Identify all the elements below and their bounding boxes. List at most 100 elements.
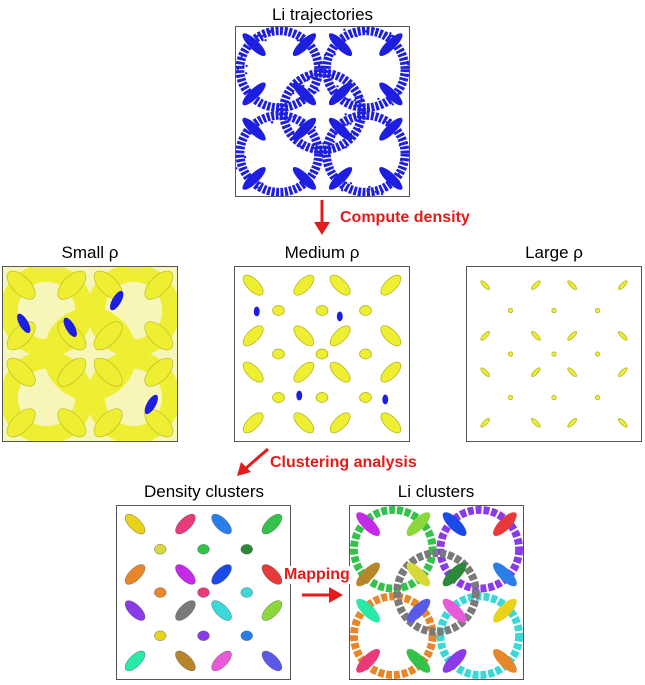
density-lobe xyxy=(480,331,490,341)
trajectory-point xyxy=(392,179,395,182)
density-lobe xyxy=(144,321,174,351)
li-cluster-lobe xyxy=(356,598,380,623)
li-cluster-lobe xyxy=(406,512,431,536)
trajectory-point xyxy=(332,140,335,144)
trajectory-blob xyxy=(382,394,389,405)
large-rho-plot xyxy=(480,280,628,428)
cluster-node xyxy=(154,587,167,598)
mapping-arrow xyxy=(302,587,343,603)
density-node xyxy=(594,351,601,357)
trajectory-lobe xyxy=(292,82,317,106)
trajectory-point xyxy=(357,127,361,131)
trajectory-lobe xyxy=(328,82,353,106)
trajectory-lobe xyxy=(328,117,353,141)
density-lobe xyxy=(6,270,36,300)
trajectory-point xyxy=(399,158,403,162)
trajectory-point xyxy=(246,39,249,42)
density-lobe xyxy=(329,274,351,296)
trajectory-point xyxy=(345,98,349,101)
trajectory-point xyxy=(349,114,352,117)
trajectory-point xyxy=(353,99,356,102)
trajectory-point xyxy=(312,53,315,57)
trajectory-point xyxy=(365,117,368,120)
trajectory-point xyxy=(268,29,272,33)
medium-rho-plot xyxy=(242,274,402,434)
trajectory-point xyxy=(261,39,264,42)
trajectory-point xyxy=(340,189,344,192)
clustering-analysis-arrow xyxy=(237,447,269,476)
density-lobe xyxy=(618,367,628,377)
trajectory-point xyxy=(296,84,299,87)
trajectory-point xyxy=(248,94,251,97)
density-node xyxy=(359,392,372,403)
li-cluster-lobe xyxy=(442,598,467,623)
compute-density-label: Compute density xyxy=(340,209,470,226)
trajectory-point xyxy=(258,181,262,185)
trajectory-point xyxy=(317,64,321,67)
trajectory-point xyxy=(276,103,280,106)
trajectory-point xyxy=(339,185,342,189)
small-rho-label: Small ρ xyxy=(61,243,119,262)
cluster-lobe xyxy=(211,600,232,621)
li-cluster-lobe xyxy=(406,649,431,673)
trajectory-point xyxy=(292,133,295,136)
cluster-node xyxy=(197,544,210,555)
cluster-lobe xyxy=(261,650,283,672)
medium-rho-label: Medium ρ xyxy=(284,243,360,262)
small-rho-panel xyxy=(2,266,178,442)
trajectory-point xyxy=(398,144,401,147)
density-lobe xyxy=(293,361,315,383)
li-cluster-lobe xyxy=(356,562,380,587)
dense-trajectory-blob xyxy=(63,317,77,337)
li-cluster-ring xyxy=(350,592,437,679)
trajectory-point xyxy=(327,152,331,156)
trajectory-point xyxy=(344,181,348,185)
density-lobe xyxy=(57,357,87,387)
trajectory-point xyxy=(256,186,259,189)
large-rho-label: Large ρ xyxy=(525,243,583,262)
trajectory-lobe xyxy=(242,117,266,141)
trajectory-point xyxy=(380,192,384,196)
trajectory-point xyxy=(245,64,248,68)
trajectory-blob xyxy=(296,390,303,401)
trajectory-point xyxy=(391,34,394,38)
trajectory-lobe xyxy=(242,33,266,57)
trajectory-point xyxy=(256,34,259,37)
li-cluster-ring xyxy=(436,592,523,679)
trajectory-point xyxy=(253,181,257,184)
trajectory-point xyxy=(366,189,369,193)
cluster-lobe xyxy=(261,600,283,621)
trajectory-point xyxy=(314,76,317,79)
trajectory-lobe xyxy=(292,117,317,141)
density-lobe xyxy=(480,280,490,290)
li-cluster-ring xyxy=(393,549,480,636)
trajectory-point xyxy=(267,189,270,192)
trajectory-point xyxy=(354,94,357,97)
li-cluster-lobe xyxy=(406,562,431,587)
trajectory-ring xyxy=(236,111,323,196)
density-lobe xyxy=(6,408,36,438)
trajectory-point xyxy=(289,127,292,130)
trajectory-point xyxy=(360,115,364,119)
trajectory-point xyxy=(397,92,400,96)
cluster-lobe xyxy=(175,650,196,672)
trajectory-point xyxy=(364,30,368,33)
density-clusters-plot xyxy=(124,513,283,672)
trajectory-point xyxy=(323,53,327,57)
density-lobe xyxy=(293,325,315,347)
trajectory-lobe xyxy=(379,167,403,190)
li-cluster-lobe xyxy=(356,512,380,536)
trajectory-point xyxy=(314,91,317,94)
trajectory-point xyxy=(397,121,400,125)
trajectory-point xyxy=(293,141,296,144)
density-node xyxy=(359,348,372,360)
trajectory-point xyxy=(240,55,243,58)
trajectory-point xyxy=(353,133,356,136)
trajectory-point xyxy=(303,47,307,50)
trajectory-point xyxy=(332,147,336,151)
trajectory-point xyxy=(397,172,400,176)
cluster-lobe xyxy=(261,513,283,535)
cluster-node xyxy=(154,630,167,641)
trajectory-point xyxy=(292,92,295,95)
cluster-lobe xyxy=(211,513,232,535)
